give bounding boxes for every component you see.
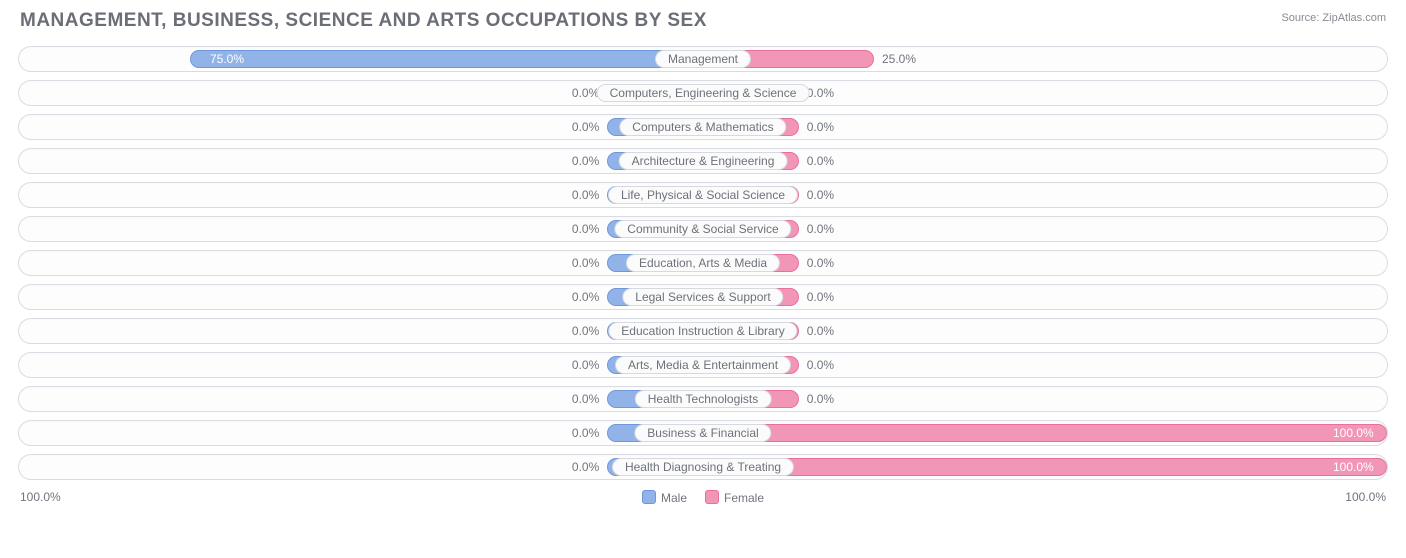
- male-pct-label: 75.0%: [210, 47, 244, 71]
- female-pct-label: 0.0%: [807, 81, 834, 105]
- category-label: Arts, Media & Entertainment: [615, 356, 791, 374]
- chart-row: 0.0% 0.0% Health Technologists: [18, 386, 1388, 412]
- female-pct-label: 0.0%: [807, 149, 834, 173]
- legend-male: Male: [642, 490, 687, 505]
- male-pct-label: 0.0%: [572, 319, 599, 343]
- legend-female: Female: [705, 490, 764, 505]
- female-bar: [703, 458, 1387, 476]
- female-pct-label: 100.0%: [1333, 455, 1374, 479]
- category-label: Business & Financial: [634, 424, 771, 442]
- category-label: Education Instruction & Library: [608, 322, 797, 340]
- chart-row: 0.0% 0.0% Community & Social Service: [18, 216, 1388, 242]
- male-pct-label: 0.0%: [572, 183, 599, 207]
- category-label: Legal Services & Support: [622, 288, 783, 306]
- female-pct-label: 0.0%: [807, 387, 834, 411]
- male-pct-label: 0.0%: [572, 81, 599, 105]
- chart-row: 0.0% 0.0% Computers & Mathematics: [18, 114, 1388, 140]
- male-pct-label: 0.0%: [572, 387, 599, 411]
- category-label: Computers & Mathematics: [619, 118, 786, 136]
- female-pct-label: 0.0%: [807, 319, 834, 343]
- female-pct-label: 0.0%: [807, 183, 834, 207]
- chart-row: 0.0% 0.0%Computers, Engineering & Science: [18, 80, 1388, 106]
- category-label: Architecture & Engineering: [619, 152, 788, 170]
- category-label: Health Diagnosing & Treating: [612, 458, 794, 476]
- female-pct-label: 0.0%: [807, 251, 834, 275]
- category-label: Life, Physical & Social Science: [608, 186, 798, 204]
- category-label: Community & Social Service: [614, 220, 791, 238]
- male-pct-label: 0.0%: [572, 421, 599, 445]
- axis-right-label: 100.0%: [1345, 490, 1386, 504]
- male-pct-label: 0.0%: [572, 115, 599, 139]
- category-label: Health Technologists: [635, 390, 772, 408]
- male-pct-label: 0.0%: [572, 149, 599, 173]
- male-pct-label: 0.0%: [572, 285, 599, 309]
- chart-row: 0.0% 0.0% Legal Services & Support: [18, 284, 1388, 310]
- female-pct-label: 25.0%: [882, 47, 916, 71]
- chart-row: 0.0% 0.0% Education Instruction & Library: [18, 318, 1388, 344]
- male-swatch-icon: [642, 490, 656, 504]
- diverging-bar-chart: 75.0%25.0%Management0.0%0.0%Computers, E…: [18, 46, 1388, 480]
- source: Source: ZipAtlas.com: [1281, 12, 1386, 24]
- male-bar: [190, 50, 703, 68]
- female-swatch-icon: [705, 490, 719, 504]
- chart-row: 0.0% 0.0% Architecture & Engineering: [18, 148, 1388, 174]
- female-pct-label: 0.0%: [807, 115, 834, 139]
- male-pct-label: 0.0%: [572, 455, 599, 479]
- male-pct-label: 0.0%: [572, 217, 599, 241]
- female-pct-label: 0.0%: [807, 285, 834, 309]
- category-label: Management: [655, 50, 751, 68]
- chart-row: 0.0% 0.0% Life, Physical & Social Science: [18, 182, 1388, 208]
- female-bar: [703, 424, 1387, 442]
- female-pct-label: 0.0%: [807, 353, 834, 377]
- chart-row: 0.0% 100.0% Business & Financial: [18, 420, 1388, 446]
- female-pct-label: 100.0%: [1333, 421, 1374, 445]
- header: MANAGEMENT, BUSINESS, SCIENCE AND ARTS O…: [18, 10, 1388, 32]
- legend-male-label: Male: [661, 491, 687, 505]
- female-pct-label: 0.0%: [807, 217, 834, 241]
- male-pct-label: 0.0%: [572, 251, 599, 275]
- chart-row: 0.0% 100.0% Health Diagnosing & Treating: [18, 454, 1388, 480]
- category-label: Education, Arts & Media: [626, 254, 780, 272]
- chart-row: 0.0% 0.0% Arts, Media & Entertainment: [18, 352, 1388, 378]
- source-value: ZipAtlas.com: [1322, 12, 1386, 24]
- axis-left-label: 100.0%: [20, 490, 61, 504]
- source-label: Source:: [1281, 12, 1319, 24]
- legend: Male Female: [642, 490, 764, 505]
- male-pct-label: 0.0%: [572, 353, 599, 377]
- legend-female-label: Female: [724, 491, 764, 505]
- chart-title: MANAGEMENT, BUSINESS, SCIENCE AND ARTS O…: [20, 10, 707, 32]
- chart-row: 0.0% 0.0% Education, Arts & Media: [18, 250, 1388, 276]
- axis: 100.0% Male Female 100.0%: [18, 488, 1388, 504]
- chart-row: 75.0% 25.0% Management: [18, 46, 1388, 72]
- category-label: Computers, Engineering & Science: [597, 84, 810, 102]
